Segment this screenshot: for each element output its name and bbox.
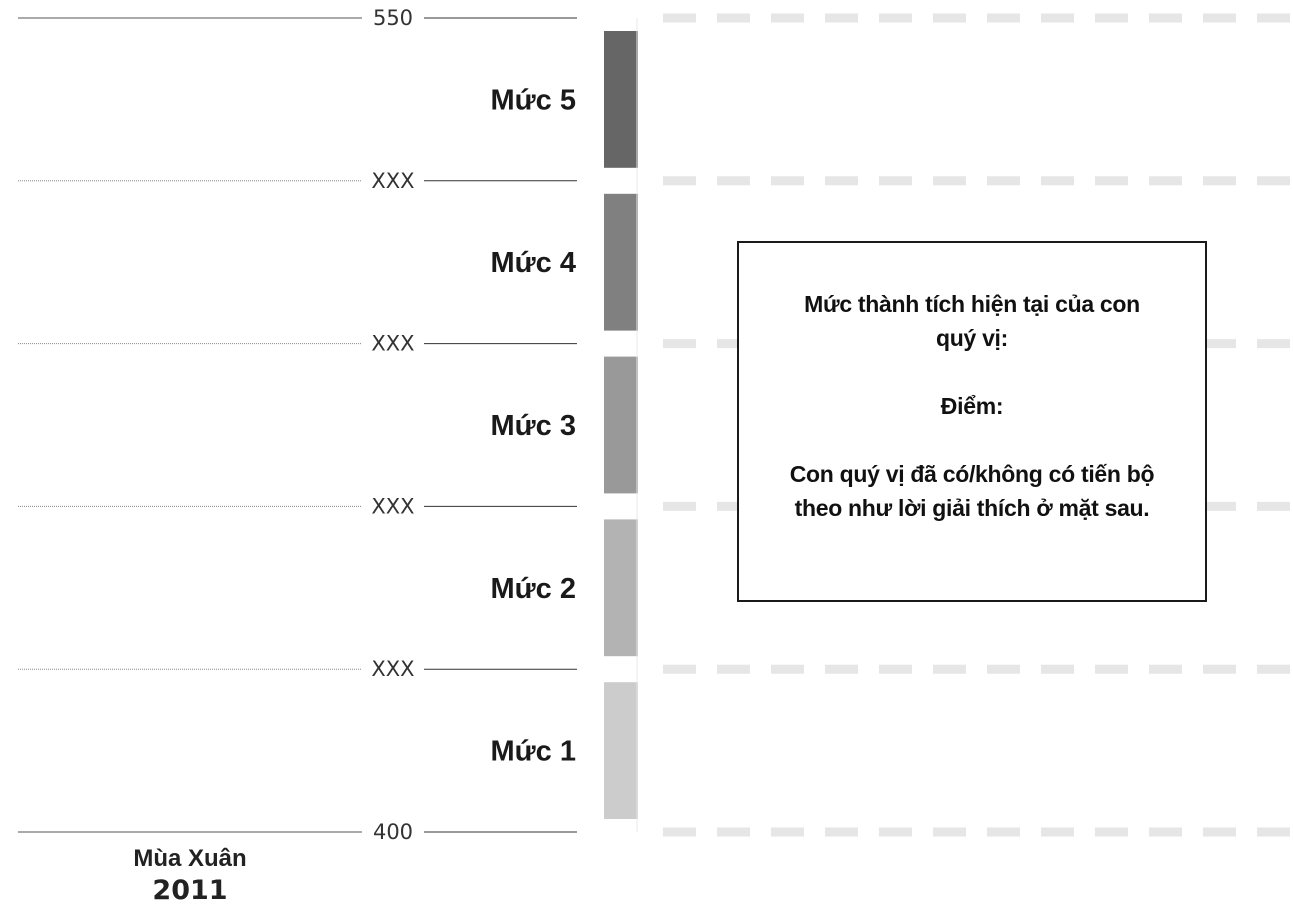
performance-info-box: Mức thành tích hiện tại của con quý vị: … bbox=[737, 241, 1207, 602]
year-label: 2011 bbox=[152, 875, 227, 906]
info-title-line-1: Mức thành tích hiện tại của con bbox=[804, 291, 1140, 317]
level-label: Mức 2 bbox=[491, 573, 576, 605]
scale-tick-label: XXX bbox=[371, 657, 414, 681]
scale-tick-label: 400 bbox=[373, 820, 413, 844]
info-progress-line-1: Con quý vị đã có/không có tiến bộ bbox=[789, 461, 1155, 487]
scale-guide-lines bbox=[18, 17, 577, 833]
level-label: Mức 5 bbox=[491, 84, 576, 116]
info-score-label: Điểm: bbox=[940, 393, 1004, 419]
info-spacer bbox=[769, 423, 1175, 457]
level-bar bbox=[604, 31, 638, 168]
season-label: Mùa Xuân bbox=[133, 845, 246, 872]
level-bar bbox=[604, 193, 638, 331]
info-title-line-2: quý vị: bbox=[935, 325, 1009, 351]
level-bar bbox=[604, 519, 638, 657]
scale-tick-label: XXX bbox=[371, 169, 414, 193]
scale-tick-label: XXX bbox=[371, 494, 414, 518]
level-label: Mức 3 bbox=[491, 410, 576, 442]
scale-tick-label: XXX bbox=[371, 332, 414, 356]
level-label: Mức 4 bbox=[491, 247, 576, 279]
scale-tick-label: 550 bbox=[373, 6, 413, 30]
level-bar bbox=[604, 682, 638, 819]
level-bar bbox=[604, 356, 638, 494]
info-progress-line-2: theo như lời giải thích ở mặt sau. bbox=[794, 495, 1150, 521]
level-labels: Mức 5 Mức 4 Mức 3 Mức 2 Mức 1 bbox=[491, 84, 576, 767]
level-bars bbox=[604, 31, 638, 819]
info-spacer bbox=[769, 355, 1175, 389]
level-label: Mức 1 bbox=[491, 736, 576, 768]
scale-tick-labels: 550 XXX XXX XXX XXX 400 bbox=[371, 6, 414, 844]
